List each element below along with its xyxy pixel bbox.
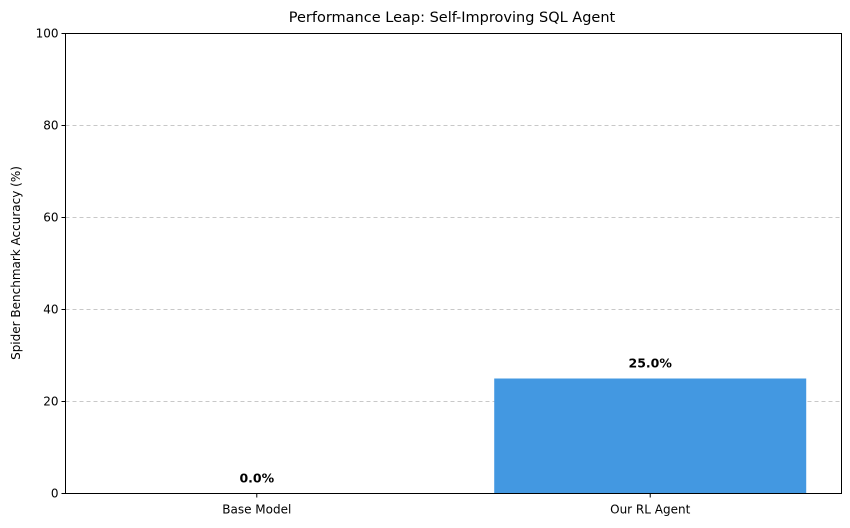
y-tick-label: 40 xyxy=(43,303,58,317)
y-axis-label: Spider Benchmark Accuracy (%) xyxy=(9,166,23,360)
grid-lines xyxy=(65,125,842,402)
y-tick-label: 100 xyxy=(36,27,59,41)
chart-title: Performance Leap: Self-Improving SQL Age… xyxy=(289,10,616,26)
x-tick-label: Base Model xyxy=(222,503,291,517)
bar-value-label: 25.0% xyxy=(629,356,673,371)
y-tick-label: 0 xyxy=(51,487,59,501)
x-axis-ticks: Base Model Our RL Agent xyxy=(222,493,691,517)
plot-area-frame xyxy=(65,33,842,494)
y-tick-label: 80 xyxy=(43,119,58,133)
y-tick-label: 60 xyxy=(43,211,58,225)
bars xyxy=(494,378,807,494)
data-labels: 0.0% 25.0% xyxy=(239,356,672,486)
bar xyxy=(494,378,807,494)
y-tick-label: 20 xyxy=(43,395,58,409)
bar-value-label: 0.0% xyxy=(239,471,274,486)
y-axis-ticks: 0 20 40 60 80 100 xyxy=(36,27,66,501)
x-tick-label: Our RL Agent xyxy=(610,503,690,517)
